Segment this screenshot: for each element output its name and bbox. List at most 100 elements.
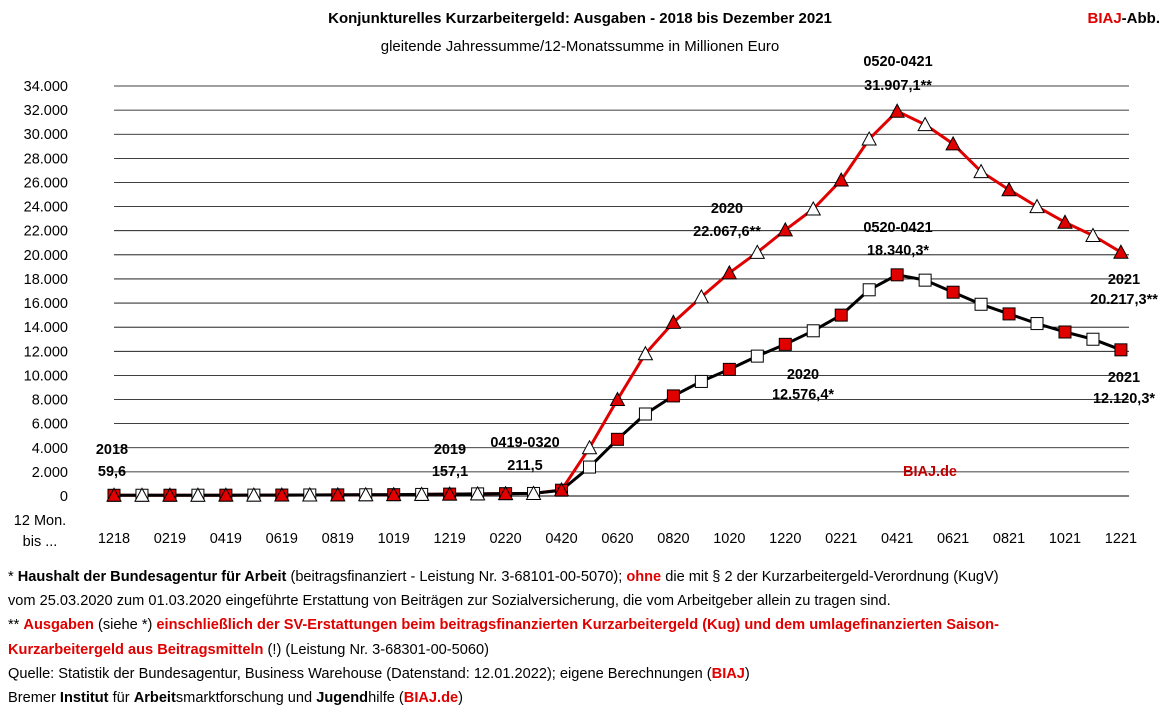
x-tick-label: 0819 (322, 531, 354, 547)
annotation-label: 2021 (1108, 370, 1140, 386)
y-tick-label: 18.000 (24, 272, 68, 288)
chart-subtitle: gleitende Jahressumme/12-Monatssumme in … (380, 38, 780, 55)
triangle-marker (833, 172, 850, 187)
x-tick-label: 0820 (657, 531, 689, 547)
y-tick-label: 34.000 (24, 79, 68, 95)
triangle-marker (777, 221, 794, 237)
triangle-marker (301, 486, 318, 502)
x-tick-label: 1218 (98, 531, 130, 547)
annotation-label: 2020 (787, 367, 819, 383)
annotation-value: 22.067,6** (693, 224, 761, 240)
annotation-label: 0520-0421 (863, 54, 932, 70)
annotation-label: 2019 (434, 442, 466, 458)
y-tick-label: 4.000 (32, 441, 68, 457)
x-tick-label: 0420 (545, 531, 577, 547)
square-marker (890, 268, 904, 282)
brand-suffix: -Abb. (1121, 10, 1160, 27)
footnotes: * Haushalt der Bundesagentur für Arbeit … (8, 565, 1168, 710)
annotation-value: 211,5 (507, 458, 543, 474)
y-tick-label: 12.000 (24, 344, 68, 360)
square-marker (722, 362, 736, 376)
triangle-marker (637, 345, 654, 361)
square-marker (1086, 332, 1100, 346)
y-tick-label: 24.000 (24, 200, 68, 216)
y-tick-label: 2.000 (32, 465, 68, 481)
triangle-marker (385, 486, 402, 502)
y-tick-label: 6.000 (32, 417, 68, 433)
y-tick-label: 0 (60, 489, 68, 505)
series-black-line (114, 273, 1122, 497)
triangle-marker (497, 485, 514, 501)
square-marker (778, 337, 792, 351)
y-tick-label: 20.000 (24, 248, 68, 264)
x-axis-title: bis ... (23, 534, 58, 550)
triangle-marker (1057, 214, 1073, 229)
triangle-marker (721, 264, 738, 280)
square-marker (806, 324, 820, 338)
chart-title: Konjunkturelles Kurzarbeitergeld: Ausgab… (328, 10, 832, 27)
square-marker (750, 349, 764, 363)
x-tick-label: 1019 (378, 531, 410, 547)
y-tick-label: 22.000 (24, 224, 68, 240)
x-tick-label: 0419 (210, 531, 242, 547)
square-marker (1114, 343, 1128, 357)
y-tick-label: 8.000 (32, 393, 68, 409)
triangle-marker (749, 244, 766, 259)
x-tick-label: 0821 (993, 531, 1025, 547)
triangle-marker (1029, 198, 1045, 214)
triangle-marker (609, 391, 626, 407)
x-tick-label: 0619 (266, 531, 298, 547)
annotation-value: 59,6 (98, 464, 126, 480)
x-tick-label: 0621 (937, 531, 969, 547)
watermark: BIAJ.de (903, 464, 957, 480)
square-marker (974, 297, 988, 311)
annotation-label: 2020 (711, 201, 743, 217)
triangle-marker (441, 486, 458, 501)
triangle-marker (553, 481, 570, 497)
square-marker (862, 283, 876, 297)
y-tick-label: 32.000 (24, 103, 68, 119)
triangle-marker (357, 486, 374, 502)
square-marker (582, 460, 596, 474)
triangle-marker (581, 439, 598, 455)
square-marker (1058, 325, 1072, 339)
brand-label: BIAJ-Abb. (1087, 10, 1160, 27)
x-tick-label: 0620 (601, 531, 633, 547)
footnote-1: * Haushalt der Bundesagentur für Arbeit … (8, 569, 999, 585)
x-tick-label: 1021 (1049, 531, 1081, 547)
square-marker (666, 389, 680, 403)
x-tick-label: 0219 (154, 531, 186, 547)
y-tick-label: 14.000 (24, 320, 68, 336)
y-tick-label: 10.000 (24, 368, 68, 384)
annotation-label: 2021 (1108, 272, 1140, 288)
square-marker (694, 374, 708, 388)
annotation-value: 20.217,3** (1090, 292, 1158, 308)
square-marker (1002, 307, 1016, 321)
institute-line: Bremer Institut für Arbeitsmarktforschun… (8, 690, 463, 707)
triangle-marker (134, 487, 150, 502)
annotation-label: 0520-0421 (863, 220, 932, 236)
source-line: Quelle: Statistik der Bundesagentur, Bus… (8, 665, 750, 682)
triangle-marker (861, 131, 878, 146)
square-marker (638, 407, 652, 421)
y-tick-label: 16.000 (24, 296, 68, 312)
y-tick-label: 26.000 (24, 175, 68, 191)
triangle-marker (1001, 181, 1017, 197)
x-tick-label: 1221 (1105, 531, 1137, 547)
square-marker (1030, 317, 1044, 331)
footnote-1-cont: vom 25.03.2020 zum 01.03.2020 eingeführt… (8, 593, 891, 610)
triangle-marker (413, 486, 430, 501)
triangle-marker (1113, 244, 1129, 259)
triangle-marker (246, 487, 262, 502)
triangle-marker (917, 116, 933, 132)
y-tick-label: 28.000 (24, 151, 68, 167)
x-tick-label: 1020 (713, 531, 745, 547)
triangle-marker (329, 486, 346, 502)
line-chart: 0 2.000 4.000 6.000 8.000 10.000 12.000 14.000 1… (14, 54, 1158, 550)
triangle-marker (525, 485, 542, 500)
y-tick-label: 30.000 (24, 127, 68, 143)
x-tick-label: 1220 (769, 531, 801, 547)
square-marker (918, 273, 932, 287)
annotation-label: 2018 (96, 442, 128, 458)
x-axis-title: 12 Mon. (14, 513, 66, 529)
